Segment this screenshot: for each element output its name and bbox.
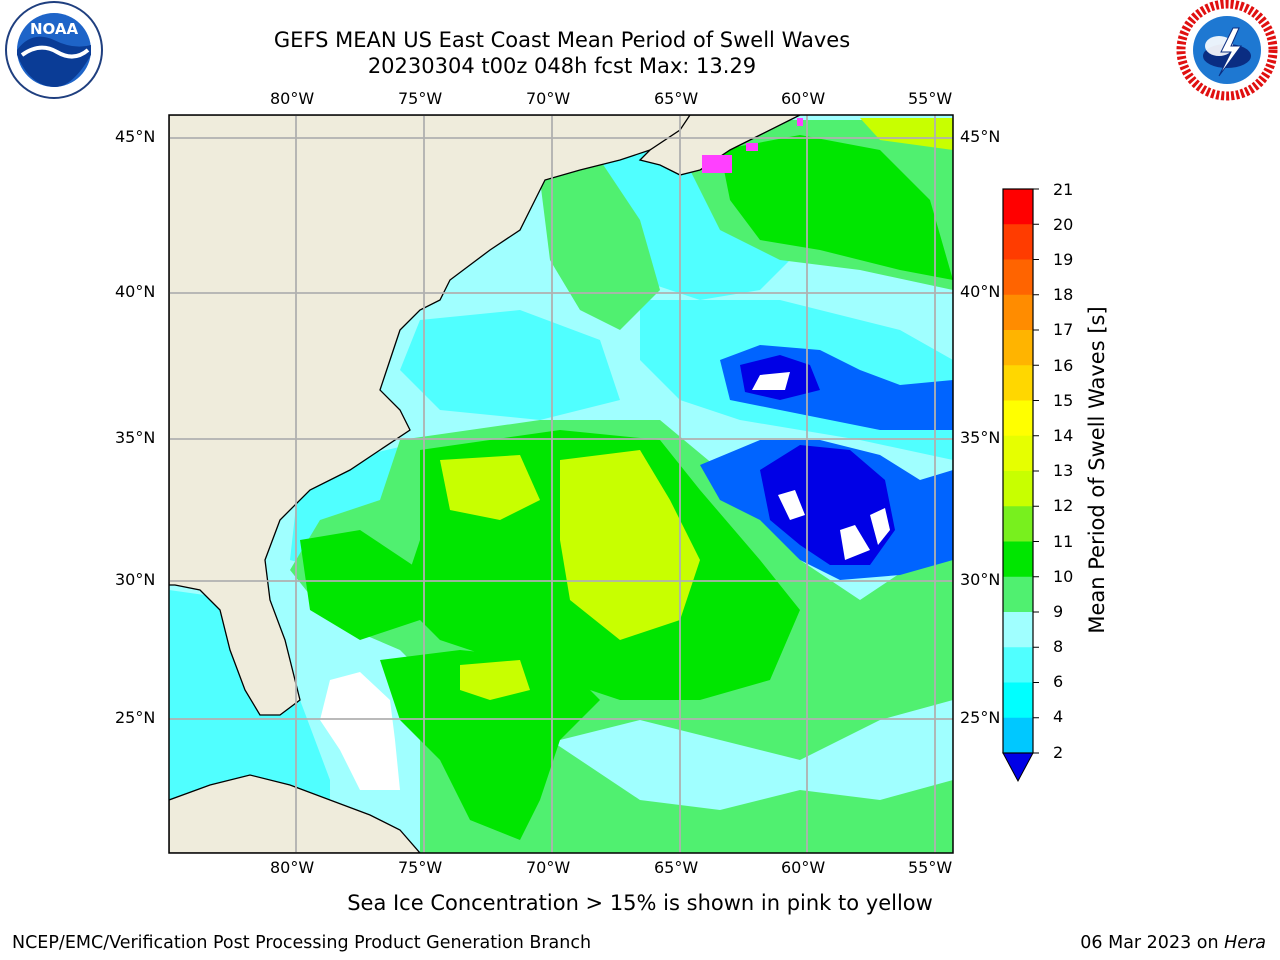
colorbar-tick-label: 11 bbox=[1053, 532, 1074, 551]
colorbar-tick-label: 15 bbox=[1053, 391, 1074, 410]
swell-yellow-green-region bbox=[860, 118, 953, 150]
missing-data-patch bbox=[870, 508, 890, 545]
sea-ice-patch bbox=[746, 143, 758, 151]
chart-title: GEFS MEAN US East Coast Mean Period of S… bbox=[273, 28, 851, 52]
chart-subtitle: 20230304 t00z 048h fcst Max: 13.29 bbox=[367, 54, 757, 78]
colorbar-title: Mean Period of Swell Waves [s] bbox=[1085, 306, 1109, 634]
swell-bright-green-region bbox=[300, 530, 420, 640]
swell-cyan-region bbox=[400, 310, 620, 420]
sea-ice-note-text: Sea Ice Concentration > 15% is shown in … bbox=[347, 891, 933, 915]
lon-tick-top: 60°W bbox=[781, 89, 826, 108]
swell-bright-green-region bbox=[380, 650, 600, 840]
missing-data-patch bbox=[840, 525, 870, 560]
footer-date: 06 Mar 2023 on Hera bbox=[1080, 933, 1266, 953]
map-plot-area bbox=[169, 115, 953, 853]
map-gridlines bbox=[169, 115, 953, 853]
lat-tick-left: 40°N bbox=[115, 282, 156, 301]
swell-yellow-green-region bbox=[560, 450, 700, 640]
lon-tick-bottom: 55°W bbox=[908, 858, 953, 877]
lat-tick-right: 40°N bbox=[960, 282, 1001, 301]
lon-tick-top: 75°W bbox=[398, 89, 443, 108]
colorbar-tick-label: 14 bbox=[1053, 426, 1074, 445]
colorbar-tick-label: 10 bbox=[1053, 567, 1074, 586]
colorbar-tick-label: 21 bbox=[1053, 180, 1074, 199]
lat-tick-left: 25°N bbox=[115, 708, 156, 727]
footer-date-text: 06 Mar 2023 on bbox=[1080, 933, 1225, 953]
colorbar-tick-label: 18 bbox=[1053, 285, 1074, 304]
colorbar-tick-label: 9 bbox=[1053, 602, 1064, 621]
lat-tick-right: 35°N bbox=[960, 428, 1001, 447]
sea-ice-note: Sea Ice Concentration > 15% is shown in … bbox=[0, 891, 1280, 915]
colorbar-segment bbox=[1003, 294, 1033, 331]
colorbar-segment bbox=[1003, 612, 1033, 648]
colorbar-segment bbox=[1003, 647, 1033, 683]
lon-tick-top: 70°W bbox=[526, 89, 571, 108]
colorbar-segment bbox=[1003, 365, 1033, 401]
colorbar-tick-label: 20 bbox=[1053, 215, 1074, 234]
colorbar bbox=[1002, 188, 1039, 783]
colorbar-segment bbox=[1003, 682, 1033, 719]
swell-green-region bbox=[540, 160, 660, 330]
lon-tick-bottom: 70°W bbox=[526, 858, 571, 877]
lat-tick-left: 30°N bbox=[115, 570, 156, 589]
colorbar-tick-label: 6 bbox=[1053, 672, 1064, 691]
colorbar-segment bbox=[1003, 330, 1033, 366]
footer-credit: NCEP/EMC/Verification Post Processing Pr… bbox=[12, 933, 592, 953]
colorbar-tick-label: 17 bbox=[1053, 320, 1074, 339]
swell-bright-green-region bbox=[720, 135, 953, 280]
colorbar-segment bbox=[1003, 435, 1033, 472]
colorbar-segment bbox=[1003, 576, 1033, 613]
nws-logo bbox=[1176, 0, 1278, 101]
missing-data-patch bbox=[320, 672, 400, 790]
colorbar-tick-label: 4 bbox=[1053, 707, 1064, 726]
lon-tick-bottom: 65°W bbox=[654, 858, 699, 877]
swell-yellow-green-region bbox=[460, 660, 530, 700]
map-frame bbox=[168, 114, 954, 854]
lat-tick-right: 25°N bbox=[960, 708, 1001, 727]
lat-tick-right: 45°N bbox=[960, 127, 1001, 146]
colorbar-tick-label: 19 bbox=[1053, 250, 1074, 269]
swell-green-region bbox=[420, 700, 953, 853]
colorbar-segment bbox=[1003, 400, 1033, 437]
colorbar-segment bbox=[1003, 224, 1033, 260]
swell-dark-blue-region bbox=[760, 445, 895, 565]
lat-tick-right: 30°N bbox=[960, 570, 1001, 589]
colorbar-tick-label: 8 bbox=[1053, 637, 1064, 656]
colorbar-tick-label: 2 bbox=[1053, 743, 1064, 762]
noaa-logo: NOAA bbox=[5, 1, 103, 99]
lat-tick-left: 35°N bbox=[115, 428, 156, 447]
colorbar-tick-label: 13 bbox=[1053, 461, 1074, 480]
lon-tick-top: 80°W bbox=[270, 89, 315, 108]
colorbar-segment bbox=[1003, 189, 1033, 225]
lon-tick-bottom: 60°W bbox=[781, 858, 826, 877]
missing-data-patch bbox=[778, 490, 805, 520]
sea-ice-patch bbox=[797, 118, 803, 126]
noaa-logo-text: NOAA bbox=[30, 20, 79, 38]
colorbar-tick-label: 16 bbox=[1053, 356, 1074, 375]
colorbar-segment bbox=[1003, 541, 1033, 578]
lon-tick-bottom: 80°W bbox=[270, 858, 315, 877]
colorbar-tick-label: 12 bbox=[1053, 496, 1074, 515]
colorbar-extend-arrow bbox=[1002, 752, 1034, 783]
colorbar-segment bbox=[1003, 471, 1033, 507]
swell-yellow-green-region bbox=[440, 455, 540, 520]
sea-ice-patch bbox=[702, 155, 732, 173]
colorbar-segment bbox=[1003, 717, 1033, 754]
colorbar-segment bbox=[1003, 506, 1033, 542]
lat-tick-left: 45°N bbox=[115, 127, 156, 146]
land-us-east-coast bbox=[169, 115, 691, 716]
lon-tick-bottom: 75°W bbox=[398, 858, 443, 877]
lon-tick-top: 55°W bbox=[908, 89, 953, 108]
lon-tick-top: 65°W bbox=[654, 89, 699, 108]
missing-data-patch bbox=[752, 372, 790, 390]
colorbar-segment bbox=[1003, 259, 1033, 296]
footer-host: Hera bbox=[1224, 933, 1266, 953]
land-cuba bbox=[169, 774, 421, 853]
